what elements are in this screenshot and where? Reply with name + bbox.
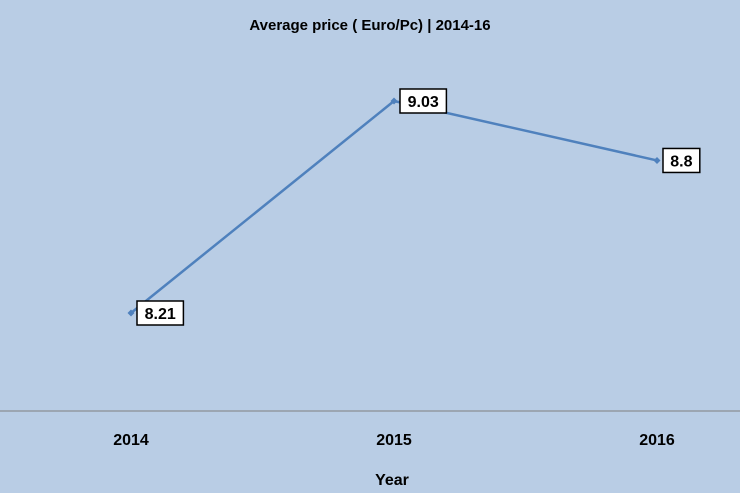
- data-label-box: [136, 300, 185, 326]
- x-tick-label: 2014: [113, 432, 149, 449]
- data-point-marker: [653, 156, 661, 164]
- data-point-marker: [127, 309, 135, 317]
- data-label-box: [399, 88, 448, 114]
- data-label: 8.21: [136, 300, 185, 326]
- x-tick-layer: 2014 2015 2016: [113, 432, 675, 449]
- data-label-text: 9.03: [408, 94, 439, 111]
- data-label-layer: 8.21 9.03 8.8: [136, 88, 701, 326]
- data-label-box: [662, 147, 701, 174]
- data-label: 8.8: [662, 147, 701, 174]
- data-label-text: 8.8: [670, 153, 692, 170]
- x-tick-label: 2015: [376, 432, 412, 449]
- data-label-text: 8.21: [145, 306, 176, 323]
- data-point-marker: [390, 97, 398, 105]
- x-tick-label: 2016: [639, 432, 675, 449]
- marker-layer: [127, 97, 661, 317]
- data-label: 9.03: [399, 88, 448, 114]
- x-axis-title: Year: [375, 472, 409, 489]
- chart-title: Average price ( Euro/Pc) | 2014-16: [249, 17, 490, 34]
